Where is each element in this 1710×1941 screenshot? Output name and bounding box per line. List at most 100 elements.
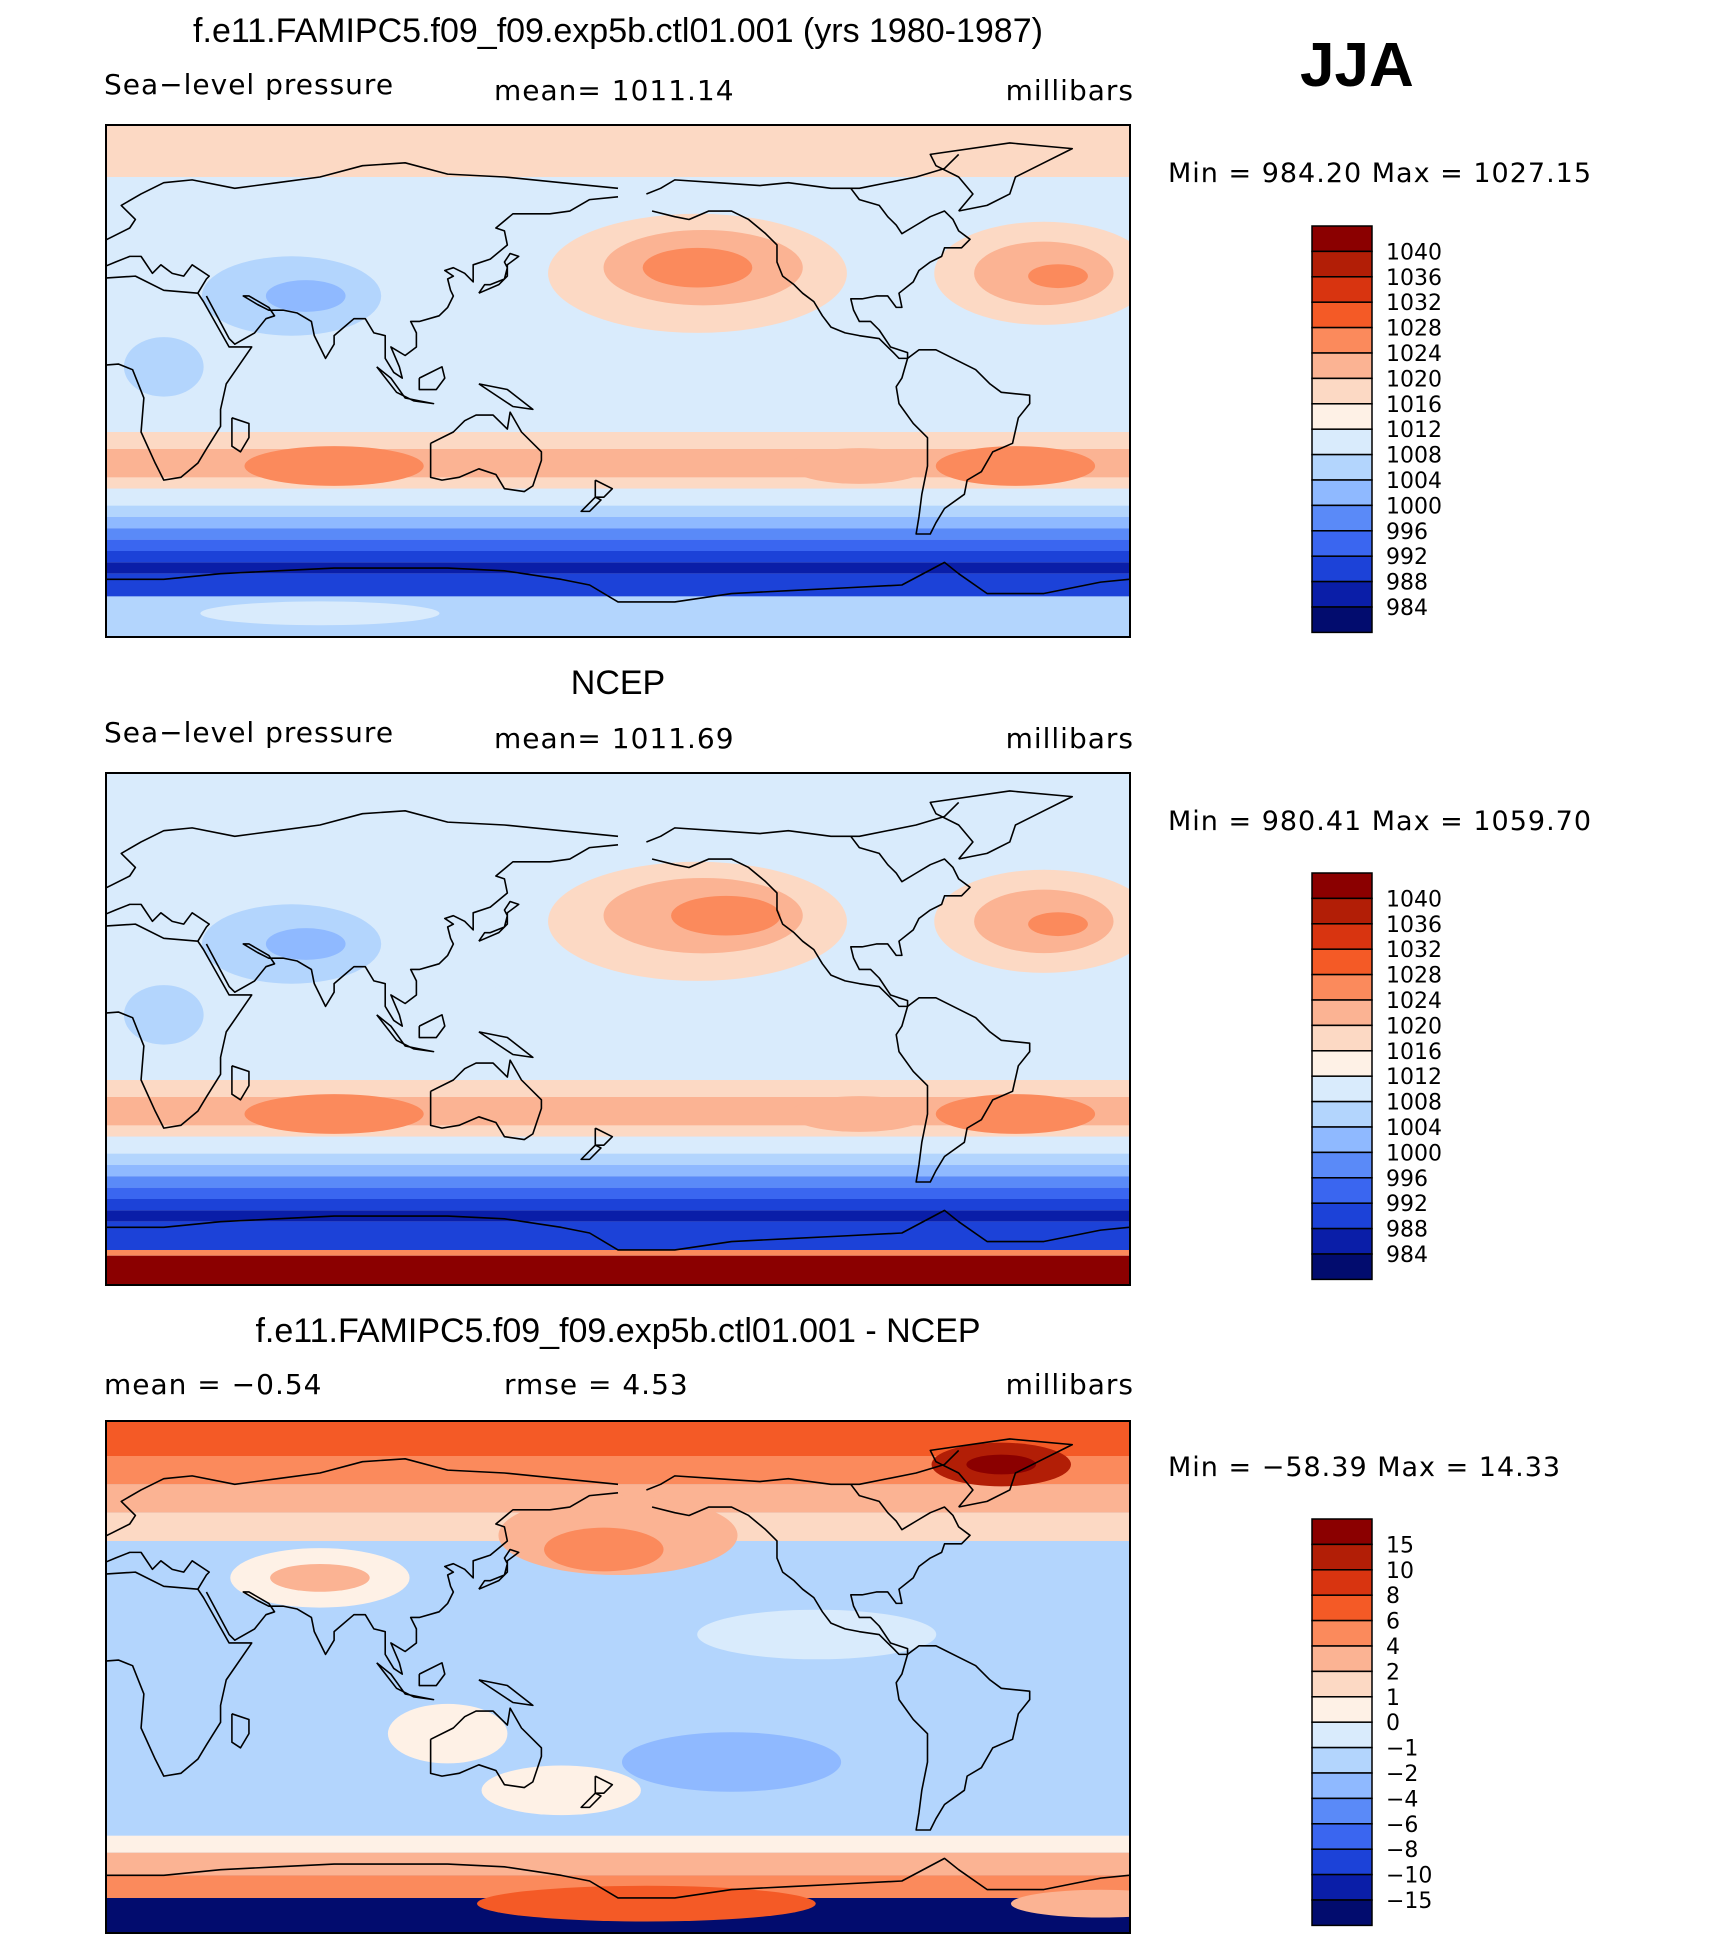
- colorbar-swatch: [1311, 1543, 1373, 1571]
- coastline: [478, 252, 520, 294]
- season-label: JJA: [1300, 31, 1414, 100]
- field-blob: [270, 1563, 370, 1592]
- colorbar-swatch: [1311, 948, 1373, 976]
- coastline: [478, 1548, 520, 1590]
- panel-3-map: [105, 1420, 1131, 1934]
- colorbar-tick-label: 992: [1386, 545, 1428, 570]
- coastline: [929, 1438, 1074, 1508]
- colorbar-tick-label: 1032: [1386, 938, 1442, 963]
- colorbar-swatch: [1311, 1151, 1373, 1179]
- coastline: [929, 790, 1074, 860]
- panel-2-variable: Sea−level pressure: [104, 716, 395, 749]
- panel-3-mean: mean = −0.54: [104, 1368, 323, 1401]
- colorbar-swatch: [1311, 428, 1373, 456]
- colorbar-swatch: [1311, 580, 1373, 608]
- colorbar-swatch: [1311, 1253, 1373, 1281]
- coastline: [478, 1679, 534, 1707]
- field-band: [107, 1852, 1129, 1876]
- field-blob: [935, 446, 1096, 486]
- colorbar-swatch: [1311, 1050, 1373, 1077]
- colorbar-swatch: [1311, 1518, 1373, 1546]
- colorbar-swatch: [1311, 1100, 1373, 1128]
- coastline: [107, 810, 619, 889]
- colorbar-tick-label: 4: [1386, 1635, 1400, 1660]
- field-band: [107, 1153, 1129, 1165]
- field-blob: [671, 895, 781, 936]
- panel-2-mean: mean= 1011.69: [494, 722, 735, 755]
- field-band: [107, 1136, 1129, 1154]
- colorbar-swatch: [1311, 1746, 1373, 1774]
- panel-2-title: NCEP: [570, 664, 666, 702]
- coastline: [651, 1483, 971, 1656]
- coastline: [895, 349, 1031, 535]
- coastline: [418, 1014, 446, 1039]
- coastline: [231, 417, 250, 453]
- coastline: [651, 187, 971, 360]
- field-blob: [481, 1765, 641, 1816]
- colorbar-swatch: [1311, 872, 1373, 900]
- colorbar-swatch: [1311, 352, 1373, 380]
- colorbar-tick-label: 6: [1386, 1610, 1400, 1635]
- colorbar-swatch: [1311, 1594, 1373, 1622]
- coastline: [376, 1014, 435, 1053]
- colorbar-swatch: [1311, 897, 1373, 925]
- colorbar-swatch: [1311, 504, 1373, 532]
- field-band: [107, 1165, 1129, 1177]
- colorbar-swatch: [1311, 973, 1373, 1001]
- coastline: [594, 1775, 614, 1794]
- colorbar-swatch: [1311, 999, 1373, 1027]
- field-band: [107, 1835, 1129, 1853]
- coastline: [205, 196, 619, 379]
- colorbar-tick-label: 996: [1386, 1167, 1428, 1192]
- colorbar-swatch: [1311, 1227, 1373, 1255]
- panel-2-map: [105, 772, 1131, 1286]
- colorbar-swatch: [1311, 250, 1373, 278]
- colorbar-tick-label: 8: [1386, 1584, 1400, 1609]
- coastline: [107, 275, 253, 481]
- field-blob: [966, 1454, 1037, 1475]
- field-band: [107, 126, 1129, 177]
- colorbar-tick-label: 984: [1386, 1243, 1428, 1268]
- field-band: [107, 177, 1129, 206]
- field-blob: [265, 928, 346, 960]
- colorbar-tick-label: 1004: [1386, 1116, 1442, 1141]
- colorbar-swatch: [1311, 1645, 1373, 1673]
- colorbar-swatch: [1311, 530, 1373, 557]
- colorbar-tick-label: 988: [1386, 571, 1428, 596]
- coastline: [594, 1127, 614, 1146]
- coastline: [429, 1707, 543, 1789]
- colorbar-tick-label: −2: [1386, 1762, 1418, 1787]
- coastline: [107, 903, 210, 942]
- field-blob: [477, 1885, 816, 1922]
- field-blob: [244, 446, 424, 486]
- colorbar-swatch: [1311, 1772, 1373, 1800]
- coastline: [376, 366, 435, 405]
- colorbar-swatch: [1311, 555, 1373, 583]
- field-band: [107, 517, 1129, 529]
- colorbar-swatch: [1311, 1075, 1373, 1103]
- colorbar-tick-label: 1008: [1386, 444, 1442, 469]
- colorbar-swatch: [1311, 1899, 1373, 1927]
- colorbar-swatch: [1311, 923, 1373, 950]
- colorbar-tick-label: 1028: [1386, 317, 1442, 342]
- colorbar-swatch: [1311, 403, 1373, 430]
- colorbar-tick-label: 0: [1386, 1711, 1400, 1736]
- coastline: [107, 1551, 210, 1590]
- coastline: [646, 801, 960, 843]
- colorbar-tick-label: 2: [1386, 1660, 1400, 1685]
- colorbar-tick-label: −4: [1386, 1787, 1418, 1812]
- coastline: [478, 900, 520, 942]
- field-blob: [387, 1703, 508, 1764]
- coastline: [107, 1458, 619, 1537]
- colorbar-tick-label: −8: [1386, 1838, 1418, 1863]
- field-blob: [789, 1096, 930, 1132]
- coastline: [429, 1059, 543, 1141]
- panel-3-title: f.e11.FAMIPC5.f09_f09.exp5b.ctl01.001 - …: [255, 1312, 981, 1350]
- coastline: [376, 1662, 435, 1701]
- coastline: [580, 496, 602, 513]
- colorbar-tick-label: 1040: [1386, 240, 1442, 265]
- colorbar-tick-label: 1032: [1386, 291, 1442, 316]
- field-blob: [1010, 1889, 1129, 1918]
- field-band: [107, 562, 1129, 574]
- coastline: [418, 1662, 446, 1687]
